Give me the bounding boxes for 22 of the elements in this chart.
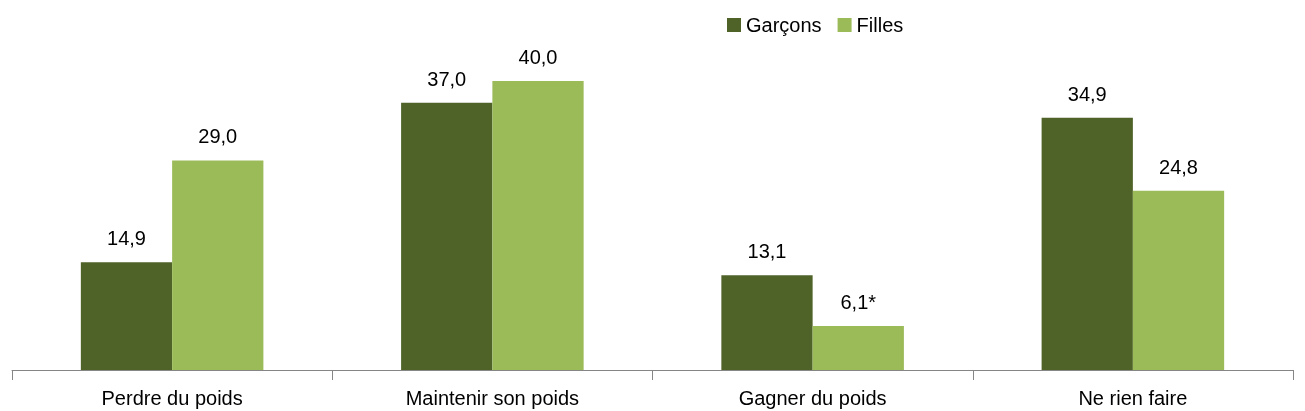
x-tick-label: Gagner du poids — [738, 387, 887, 409]
bar — [80, 262, 173, 370]
bar — [492, 81, 584, 370]
data-label: 29,0 — [198, 125, 238, 148]
data-label: 13,1 — [747, 240, 787, 263]
legend-label: Garçons — [746, 14, 822, 36]
bar — [1041, 117, 1133, 370]
bar — [721, 275, 813, 370]
bar — [401, 102, 493, 370]
data-label: 14,9 — [107, 227, 146, 250]
bar — [1132, 190, 1225, 370]
data-label: 6,1* — [840, 290, 877, 313]
legend-label: Filles — [856, 14, 904, 36]
data-label: 37,0 — [427, 67, 467, 90]
bar — [172, 160, 264, 370]
data-label: 40,0 — [518, 46, 558, 68]
data-label: 34,9 — [1067, 82, 1107, 105]
data-label: 24,8 — [1159, 155, 1198, 178]
x-tick-label: Maintenir son poids — [405, 387, 580, 409]
x-tick-label: Perdre du poids — [101, 387, 243, 409]
bar — [812, 325, 904, 370]
x-tick-label: Ne rien faire — [1078, 387, 1188, 409]
